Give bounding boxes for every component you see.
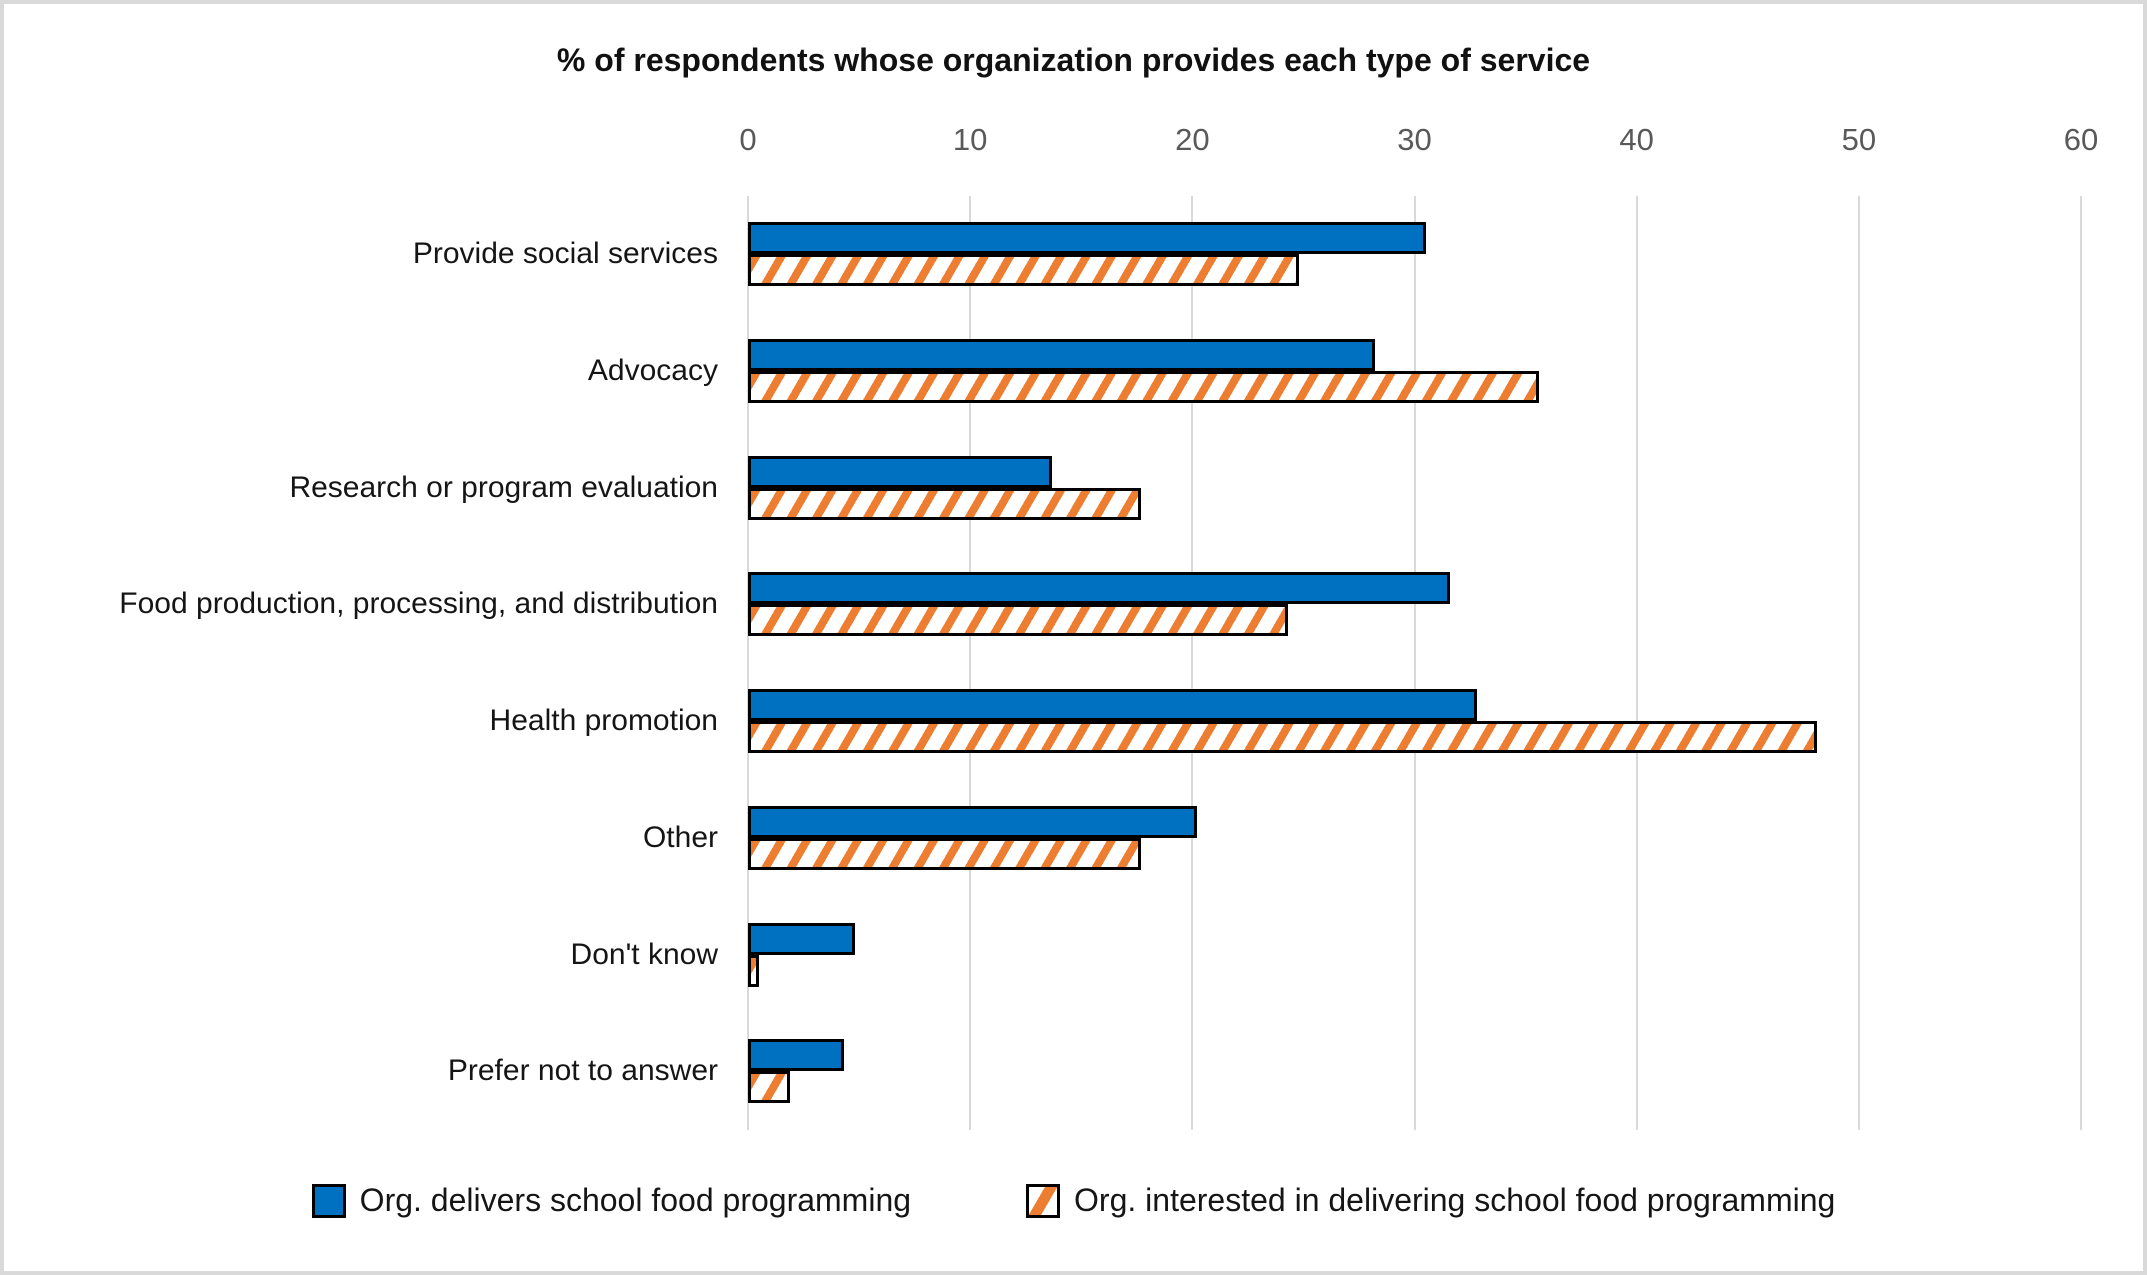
bar-interested xyxy=(748,954,760,987)
bar-delivers xyxy=(748,338,1375,371)
category-label: Food production, processing, and distrib… xyxy=(119,587,718,621)
category-label: Don't know xyxy=(570,937,718,971)
bar-interested xyxy=(748,721,1817,753)
category-label: Prefer not to answer xyxy=(447,1054,718,1088)
bar-delivers xyxy=(748,572,1451,605)
legend-item-delivers: Org. delivers school food programming xyxy=(311,1182,912,1219)
category-label: Provide social services xyxy=(412,237,718,270)
x-tick-label: 60 xyxy=(2063,122,2099,157)
x-tick-label: 10 xyxy=(952,122,988,157)
x-tick-label: 40 xyxy=(1619,122,1654,157)
bar-interested xyxy=(748,370,1539,403)
bar-delivers xyxy=(748,455,1053,488)
plot-area xyxy=(747,196,2082,1130)
gridline xyxy=(747,196,749,1130)
bar-interested xyxy=(748,487,1142,520)
bar-interested xyxy=(748,837,1142,870)
category-label: Other xyxy=(642,820,718,854)
chart-title: % of respondents whose organization prov… xyxy=(556,42,1591,78)
x-tick-label: 50 xyxy=(1841,122,1877,157)
x-tick-label: 20 xyxy=(1175,122,1210,157)
gridline xyxy=(1857,196,1860,1130)
legend: Org. delivers school food programming Or… xyxy=(4,1182,2143,1219)
legend-swatch-delivers-icon xyxy=(311,1183,346,1218)
category-label: Advocacy xyxy=(587,353,718,387)
gridline xyxy=(969,196,972,1130)
legend-swatch-interested-icon xyxy=(1026,1183,1061,1218)
bar-delivers xyxy=(748,689,1477,721)
bar-interested xyxy=(748,1071,791,1104)
gridline xyxy=(1191,196,1194,1130)
gridline xyxy=(1413,196,1416,1130)
gridline xyxy=(2080,196,2082,1130)
bar-interested xyxy=(748,254,1299,286)
bar-delivers xyxy=(748,805,1197,838)
gridline xyxy=(1635,196,1638,1130)
legend-item-interested: Org. interested in delivering school foo… xyxy=(1026,1182,1835,1219)
legend-label-delivers: Org. delivers school food programming xyxy=(359,1182,912,1218)
category-label: Research or program evaluation xyxy=(289,470,718,504)
x-tick-label: 30 xyxy=(1397,122,1432,157)
x-tick-label: 0 xyxy=(739,122,757,157)
bar-delivers xyxy=(748,922,855,955)
bar-delivers xyxy=(748,222,1426,254)
bar-interested xyxy=(748,604,1288,637)
bar-delivers xyxy=(748,1039,844,1072)
category-label: Health promotion xyxy=(489,704,718,737)
legend-label-interested: Org. interested in delivering school foo… xyxy=(1074,1182,1836,1218)
